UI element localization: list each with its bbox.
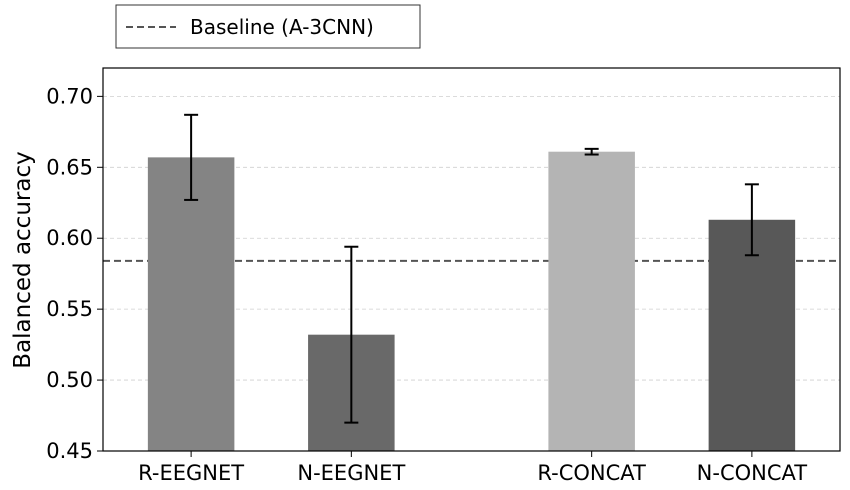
- error-bar-r-concat: [584, 147, 599, 156]
- y-axis-label: Balanced accuracy: [10, 151, 36, 368]
- x-tick-label: N-EEGNET: [297, 461, 405, 485]
- x-tick-label: N-CONCAT: [697, 461, 808, 485]
- bar-r-eegnet: [147, 157, 235, 451]
- legend-box: [115, 4, 421, 49]
- legend-baseline-label: Baseline (A-3CNN): [190, 15, 374, 39]
- bar-n-concat: [708, 219, 796, 451]
- plot-frame: [102, 67, 841, 452]
- x-axis: R-EEGNET N-EEGNET R-CONCAT N-CONCAT: [138, 451, 807, 485]
- bar-r-concat: [548, 151, 635, 451]
- x-tick-label: R-CONCAT: [537, 461, 646, 485]
- bars: [147, 151, 796, 451]
- error-bar-n-concat: [744, 183, 759, 257]
- error-bar-n-eegnet: [344, 245, 359, 424]
- error-bar-r-eegnet: [184, 113, 199, 201]
- legend: Baseline (A-3CNN): [115, 4, 421, 49]
- y-axis: 0.45 0.50 0.55 0.60 0.65 0.70: [46, 84, 103, 463]
- y-tick-label: 0.65: [46, 155, 93, 179]
- y-tick-label: 0.50: [46, 368, 93, 392]
- y-tick-label: 0.45: [46, 439, 93, 463]
- y-tick-label: 0.60: [46, 226, 93, 250]
- y-tick-label: 0.55: [46, 297, 93, 321]
- error-bars: [184, 113, 759, 424]
- y-tick-label: 0.70: [46, 84, 93, 108]
- x-tick-label: R-EEGNET: [138, 461, 244, 485]
